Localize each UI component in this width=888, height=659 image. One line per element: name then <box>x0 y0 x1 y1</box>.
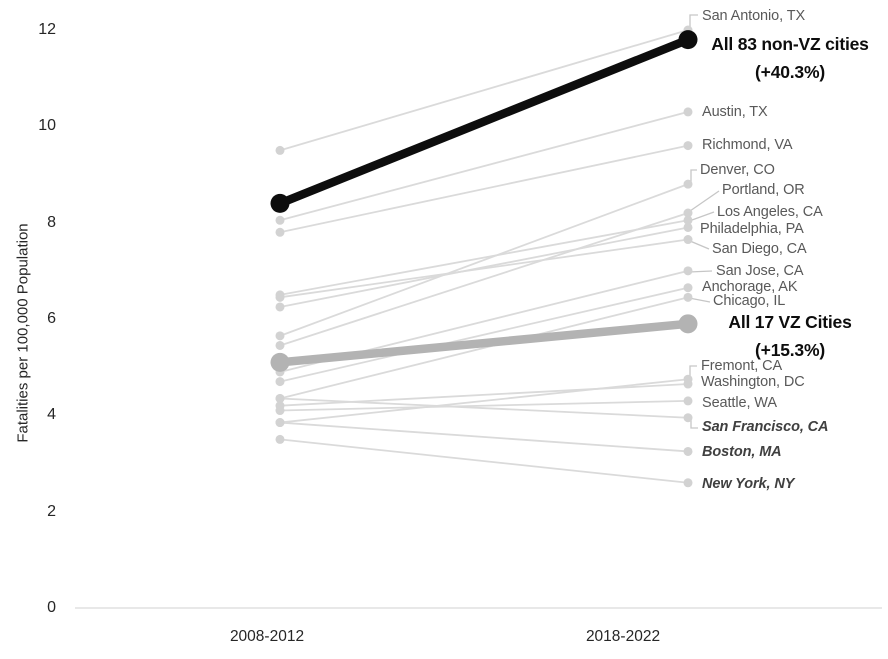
dot-end-los-angeles-ca <box>683 215 693 225</box>
leader-san-diego-ca <box>689 240 710 250</box>
line-new-york-ny <box>279 438 689 484</box>
dot-end-all-17-vz-cities <box>678 314 698 334</box>
city-label-san-francisco-ca: San Francisco, CA <box>702 419 829 435</box>
dot-end-washington-dc <box>683 379 693 389</box>
city-label-new-york-ny: New York, NY <box>702 476 795 492</box>
leader-san-jose-ca <box>688 270 713 273</box>
dot-end-san-diego-ca <box>683 235 693 245</box>
leader-portland-or <box>689 190 720 212</box>
leader-denver-co <box>690 169 697 182</box>
city-label-richmond-va: Richmond, VA <box>702 137 793 153</box>
dot-start-all-17-vz-cities <box>270 352 290 372</box>
dot-end-boston-ma <box>683 446 693 456</box>
city-label-denver-co: Denver, CO <box>700 162 775 178</box>
annotation-vz-cities: All 17 VZ Cities (+15.3%) <box>706 308 874 364</box>
annotation-vz-change: (+15.3%) <box>755 340 825 360</box>
y-tick-6: 6 <box>47 309 56 327</box>
city-label-san-antonio-tx: San Antonio, TX <box>702 8 806 24</box>
dot-end-portland-or <box>683 208 693 218</box>
dot-start-seattle-wa <box>275 406 285 416</box>
dot-end-philadelphia-pa <box>683 222 693 232</box>
line-boston-ma <box>279 421 689 453</box>
annotation-non-vz-name: All 83 non-VZ cities <box>711 34 869 54</box>
annotation-non-vz-change: (+40.3%) <box>755 62 825 82</box>
leader-chicago-il <box>688 297 711 303</box>
dot-start-all-83-non-vz-cities <box>270 193 290 213</box>
dot-start-anchorage-ak <box>275 377 285 387</box>
city-label-san-diego-ca: San Diego, CA <box>712 241 807 257</box>
line-san-diego-ca <box>279 238 689 299</box>
line-all-17-vz-cities <box>275 319 693 367</box>
city-label-boston-ma: Boston, MA <box>702 444 782 460</box>
dot-end-chicago-il <box>683 292 693 302</box>
annotation-vz-name: All 17 VZ Cities <box>728 312 852 332</box>
dot-end-austin-tx <box>683 107 693 117</box>
leader-san-antonio-tx <box>689 14 698 27</box>
dot-start-denver-co <box>275 331 285 341</box>
dot-start-boston-ma <box>275 418 285 428</box>
x-tick-2008-2012: 2008-2012 <box>229 628 305 645</box>
dot-start-san-francisco-ca <box>275 393 285 403</box>
line-denver-co <box>279 183 689 337</box>
city-label-portland-or: Portland, OR <box>722 182 805 198</box>
city-label-washington-dc: Washington, DC <box>701 374 805 390</box>
line-seattle-wa <box>279 399 689 412</box>
dot-end-san-francisco-ca <box>683 413 693 423</box>
dot-end-richmond-va <box>683 141 693 151</box>
y-tick-10: 10 <box>38 117 56 135</box>
leader-san-francisco-ca <box>690 420 698 429</box>
dot-end-san-jose-ca <box>683 266 693 276</box>
annotation-non-vz-cities: All 83 non-VZ cities (+40.3%) <box>704 30 876 86</box>
city-label-san-jose-ca: San Jose, CA <box>716 263 804 279</box>
dot-start-philadelphia-pa <box>275 302 285 312</box>
line-chicago-il <box>279 296 689 400</box>
dot-start-san-diego-ca <box>275 292 285 302</box>
dot-end-denver-co <box>683 179 693 189</box>
line-los-angeles-ca <box>279 219 689 296</box>
city-label-anchorage-ak: Anchorage, AK <box>702 279 798 295</box>
line-austin-tx <box>279 111 689 222</box>
y-tick-4: 4 <box>47 406 56 424</box>
dot-start-portland-or <box>275 340 285 350</box>
city-label-fremont-ca: Fremont, CA <box>701 358 783 374</box>
dot-start-austin-tx <box>275 215 285 225</box>
city-label-austin-tx: Austin, TX <box>702 104 768 120</box>
line-san-francisco-ca <box>279 397 689 419</box>
y-tick-0: 0 <box>47 599 56 616</box>
dot-end-new-york-ny <box>683 478 693 488</box>
line-portland-or <box>279 212 689 347</box>
x-tick-2018-2022: 2018-2022 <box>585 628 661 645</box>
y-tick-8: 8 <box>47 213 56 231</box>
city-label-philadelphia-pa: Philadelphia, PA <box>700 221 804 237</box>
line-philadelphia-pa <box>279 226 689 308</box>
line-fremont-ca <box>279 378 689 424</box>
y-tick-12: 12 <box>38 20 56 38</box>
leader-los-angeles-ca <box>691 211 715 221</box>
line-san-antonio-tx <box>279 29 689 152</box>
y-tick-2: 2 <box>47 502 56 520</box>
city-label-chicago-il: Chicago, IL <box>713 293 786 309</box>
line-richmond-va <box>279 144 689 234</box>
dot-end-anchorage-ak <box>683 283 693 293</box>
city-label-los-angeles-ca: Los Angeles, CA <box>717 204 823 220</box>
city-label-seattle-wa: Seattle, WA <box>702 395 777 411</box>
line-anchorage-ak <box>279 286 689 383</box>
dot-start-new-york-ny <box>275 434 285 444</box>
leader-fremont-ca <box>689 365 697 377</box>
dot-end-seattle-wa <box>683 396 693 406</box>
dot-end-all-83-non-vz-cities <box>678 30 698 50</box>
line-all-83-non-vz-cities <box>275 35 693 208</box>
dot-start-san-antonio-tx <box>275 145 285 155</box>
dot-start-richmond-va <box>275 227 285 237</box>
